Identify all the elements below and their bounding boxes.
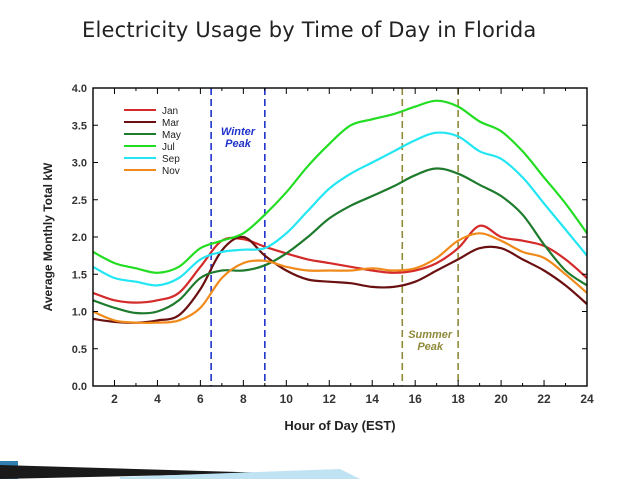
y-tick-label: 3.5	[72, 120, 87, 132]
y-tick-label: 2.0	[72, 232, 87, 244]
legend-label: Jul	[162, 142, 175, 153]
x-tick-label: 20	[494, 392, 508, 406]
y-tick-label: 1.0	[72, 307, 87, 319]
x-axis-label: Hour of Day (EST)	[284, 418, 395, 433]
slide-decoration	[0, 461, 360, 479]
series-line-sep	[92, 131, 588, 287]
peak-label: Summer	[408, 329, 453, 341]
y-tick-label: 3.0	[72, 158, 87, 170]
series-line-may	[92, 167, 588, 315]
slide-title: Electricity Usage by Time of Day in Flor…	[82, 18, 537, 42]
x-tick-label: 2	[111, 392, 118, 406]
series-lines	[92, 99, 588, 325]
axes: 0.00.51.01.52.02.53.03.54.02 4 6 8 10 12 14 16 1…	[41, 83, 594, 433]
x-tick-label: 8	[240, 392, 247, 406]
y-axis-label: Average Monthly Total kW	[41, 162, 55, 311]
peak-label: Peak	[417, 341, 444, 353]
series-line-mar	[92, 235, 588, 324]
x-tick-label: 22	[537, 392, 551, 406]
series-line-nov	[92, 232, 588, 325]
x-tick-label: 6	[197, 392, 204, 406]
y-tick-label: 2.5	[72, 195, 87, 207]
y-tick-label: 0.5	[72, 344, 87, 356]
swoosh-light-shape	[120, 469, 360, 479]
y-tick-label: 0.0	[72, 381, 87, 393]
legend-label: Sep	[162, 154, 180, 165]
y-tick-label: 1.5	[72, 269, 87, 281]
y-tick-label: 4.0	[72, 83, 87, 95]
peak-label: Peak	[225, 138, 252, 150]
swoosh-dark-shape	[0, 465, 270, 479]
legend-label: Mar	[162, 118, 180, 129]
x-tick-label: 12	[323, 392, 337, 406]
legend-label: Nov	[162, 166, 180, 177]
x-tick-label: 24	[580, 392, 594, 406]
x-tick-label: 14	[366, 392, 380, 406]
x-tick-label: 18	[451, 392, 465, 406]
x-tick-label: 16	[408, 392, 422, 406]
x-tick-label: 10	[280, 392, 294, 406]
legend-label: May	[162, 130, 181, 141]
peak-annotation-lines	[210, 88, 459, 386]
x-tick-label: 4	[154, 392, 161, 406]
series-line-jan	[92, 224, 588, 304]
peak-label: Winter	[221, 126, 256, 138]
legend-label: Jan	[162, 106, 178, 117]
series-line-jul	[92, 99, 588, 274]
